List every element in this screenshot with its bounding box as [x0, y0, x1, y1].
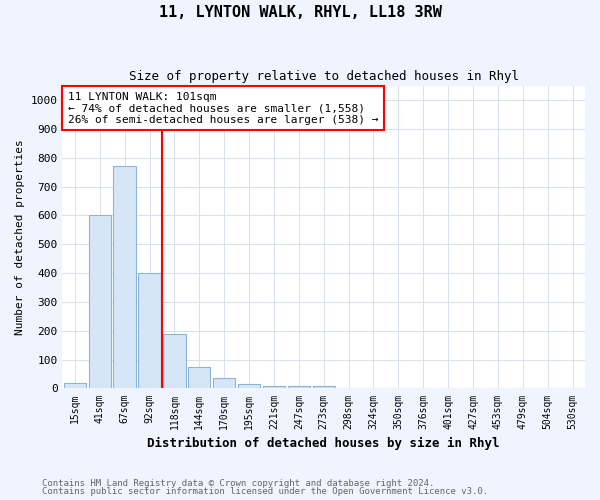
Bar: [238, 384, 260, 388]
Text: 11 LYNTON WALK: 101sqm
← 74% of detached houses are smaller (1,558)
26% of semi-: 11 LYNTON WALK: 101sqm ← 74% of detached…: [68, 92, 378, 125]
Bar: [113, 166, 136, 388]
Bar: [188, 367, 211, 388]
Text: Contains public sector information licensed under the Open Government Licence v3: Contains public sector information licen…: [42, 487, 488, 496]
Bar: [89, 216, 111, 388]
Bar: [64, 384, 86, 388]
Text: 11, LYNTON WALK, RHYL, LL18 3RW: 11, LYNTON WALK, RHYL, LL18 3RW: [158, 5, 442, 20]
Bar: [163, 334, 185, 388]
Bar: [213, 378, 235, 388]
Y-axis label: Number of detached properties: Number of detached properties: [15, 139, 25, 335]
X-axis label: Distribution of detached houses by size in Rhyl: Distribution of detached houses by size …: [148, 437, 500, 450]
Bar: [313, 386, 335, 388]
Bar: [263, 386, 285, 388]
Text: Contains HM Land Registry data © Crown copyright and database right 2024.: Contains HM Land Registry data © Crown c…: [42, 479, 434, 488]
Title: Size of property relative to detached houses in Rhyl: Size of property relative to detached ho…: [129, 70, 519, 83]
Bar: [139, 273, 161, 388]
Bar: [287, 386, 310, 388]
